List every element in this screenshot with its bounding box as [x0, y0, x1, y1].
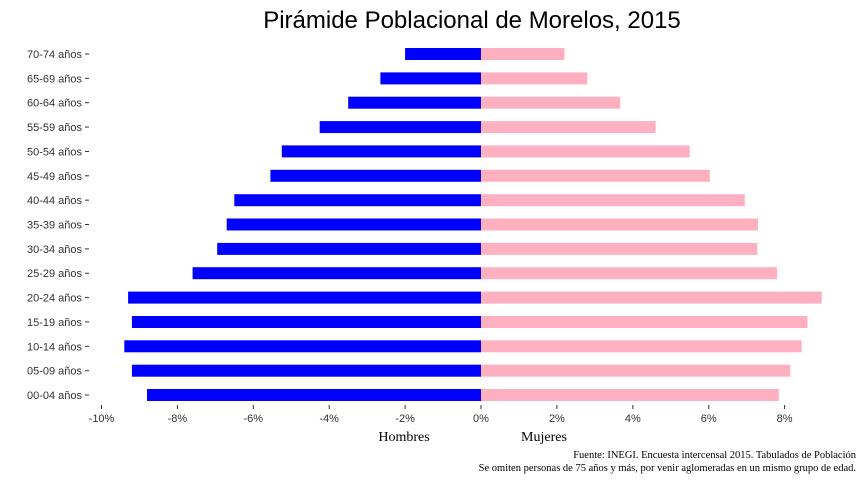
x-label-mujeres: Mujeres — [521, 430, 567, 445]
bar-mujeres-05-09 — [481, 364, 791, 377]
caption-note: Se omiten personas de 75 años y más, por… — [479, 463, 856, 474]
y-axis: 00-04 años 05-09 años 10-14 años 15-19 años… — [27, 49, 89, 402]
bar-mujeres-35-39 — [481, 218, 758, 231]
y-tick-label: 40-44 años — [27, 195, 83, 207]
bar-hombres-45-49 — [270, 169, 481, 182]
y-tick-label: 70-74 años — [27, 49, 83, 61]
bar-mujeres-50-54 — [481, 145, 690, 158]
y-tick-label: 60-64 años — [27, 98, 83, 110]
bar-hombres-40-44 — [234, 194, 481, 207]
x-tick-label: -8% — [168, 413, 188, 425]
bar-hombres-20-24 — [128, 291, 481, 304]
bar-hombres-65-69 — [380, 72, 481, 85]
bar-mujeres-30-34 — [481, 242, 758, 255]
y-tick-label: 50-54 años — [27, 146, 83, 158]
bar-hombres-70-74 — [405, 48, 481, 60]
bars-group — [124, 48, 822, 401]
bar-mujeres-65-69 — [481, 72, 588, 85]
x-tick-label: -10% — [89, 413, 115, 425]
x-tick-label: 8% — [777, 413, 793, 425]
x-tick-label: 4% — [625, 413, 641, 425]
x-tick-label: 2% — [549, 413, 565, 425]
y-tick-label: 00-04 años — [27, 390, 83, 402]
bar-hombres-15-19 — [131, 316, 481, 328]
x-label-hombres: Hombres — [378, 430, 429, 445]
bar-hombres-60-64 — [348, 96, 481, 109]
caption-source: Fuente: INEGI. Encuesta intercensal 2015… — [573, 450, 857, 461]
bar-hombres-30-34 — [217, 242, 481, 255]
bar-mujeres-55-59 — [481, 121, 656, 134]
y-tick-label: 55-59 años — [27, 122, 83, 134]
y-tick-label: 05-09 años — [27, 366, 83, 378]
y-tick-label: 35-39 años — [27, 220, 83, 232]
x-tick-label: 6% — [701, 413, 717, 425]
bar-mujeres-60-64 — [481, 96, 621, 109]
bar-hombres-50-54 — [281, 145, 481, 158]
y-tick-label: 10-14 años — [27, 341, 83, 353]
y-tick-label: 30-34 años — [27, 244, 83, 256]
bar-mujeres-45-49 — [481, 169, 710, 182]
bar-mujeres-00-04 — [481, 389, 779, 401]
x-axis: -10% -8% -6% -4% -2% 0% 2% 4% 6% 8% — [89, 405, 793, 425]
x-tick-label: -2% — [395, 413, 415, 425]
bar-hombres-25-29 — [192, 267, 481, 280]
bar-mujeres-40-44 — [481, 194, 745, 207]
bar-hombres-10-14 — [124, 340, 482, 353]
y-tick-label: 45-49 años — [27, 171, 83, 183]
bar-mujeres-25-29 — [481, 267, 777, 280]
bar-hombres-05-09 — [131, 364, 481, 377]
bar-hombres-55-59 — [319, 121, 481, 134]
y-tick-label: 15-19 años — [27, 317, 83, 329]
bar-hombres-00-04 — [147, 389, 481, 401]
bar-mujeres-10-14 — [481, 340, 802, 353]
x-tick-label: -6% — [244, 413, 264, 425]
y-tick-label: 65-69 años — [27, 73, 83, 85]
x-tick-label: 0% — [473, 413, 489, 425]
bar-mujeres-70-74 — [481, 48, 565, 60]
y-tick-label: 20-24 años — [27, 293, 83, 305]
bar-hombres-35-39 — [226, 218, 481, 231]
chart-title: Pirámide Poblacional de Morelos, 2015 — [263, 7, 681, 34]
y-tick-label: 25-29 años — [27, 268, 83, 280]
bar-mujeres-15-19 — [481, 316, 808, 328]
x-tick-label: -4% — [319, 413, 339, 425]
bar-mujeres-20-24 — [481, 291, 822, 304]
